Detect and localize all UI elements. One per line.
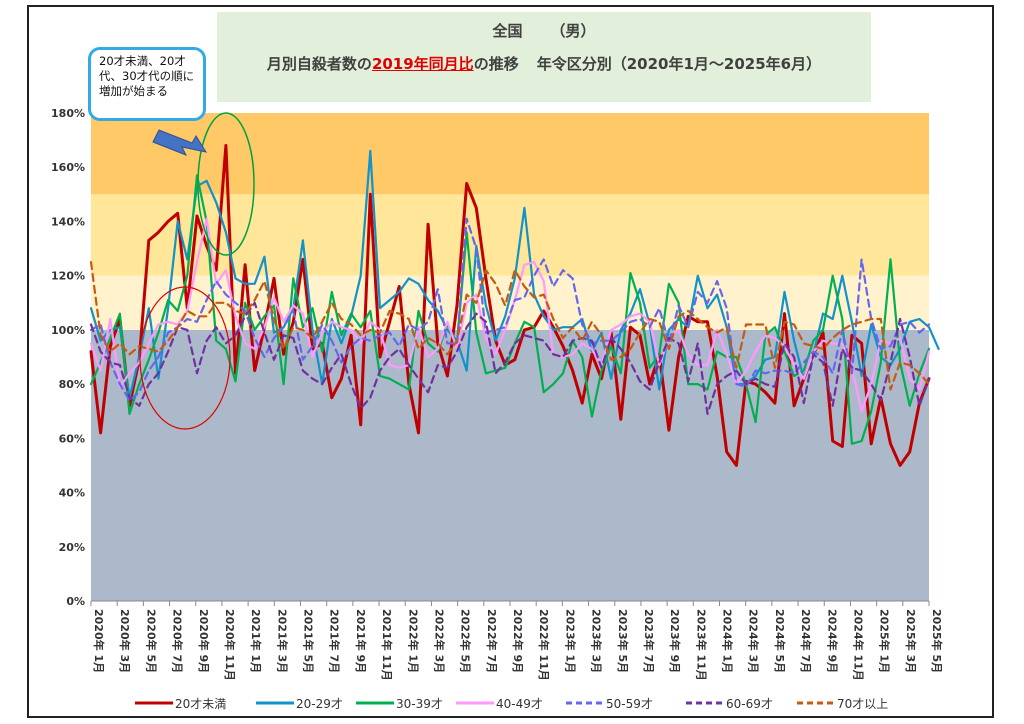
x-tick-label: 2021年 11月: [380, 609, 394, 681]
y-tick-label: 0%: [66, 595, 85, 608]
x-tick-label: 2021年 5月: [302, 609, 316, 673]
series-line-1: [89, 149, 940, 399]
x-tick-label: 2021年 3月: [275, 609, 289, 673]
series-lines: [89, 144, 940, 467]
series-line-6: [89, 261, 931, 391]
legend-label: 50-59才: [606, 697, 653, 711]
y-tick-label: 180%: [51, 107, 85, 120]
highlight-ellipse-green: [197, 112, 255, 256]
title-region: 全国: [492, 22, 523, 40]
y-tick-label: 40%: [59, 487, 85, 500]
x-tick-label: 2023年 5月: [616, 609, 630, 673]
x-tick-label: 2025年 3月: [904, 609, 918, 673]
y-tick-label: 120%: [51, 270, 85, 283]
x-tick-label: 2022年 9月: [511, 609, 525, 673]
legend: 20才未満 20-29才 30-39才 40-49才 50-59才 60-69才 70才以上: [135, 697, 888, 711]
overlay: [139, 112, 255, 430]
annotation-callout: 20才未満、20才代、30才代の順に増加が始まる: [88, 47, 206, 121]
arrow-icon: [152, 129, 208, 156]
x-tick-label: 2022年 1月: [406, 609, 420, 673]
x-tick-label: 2022年 7月: [485, 609, 499, 673]
series-line-4: [89, 217, 931, 402]
highlight-ellipse-red: [139, 286, 231, 430]
x-tick-label: 2022年 3月: [432, 609, 446, 673]
title-gender: （男）: [550, 22, 596, 40]
x-tick-label: 2022年 11月: [537, 609, 551, 681]
x-tick-label: 2024年 7月: [799, 609, 813, 673]
band-3: [91, 113, 929, 195]
legend-label: 20-29才: [296, 697, 343, 711]
legend-label: 70才以上: [837, 697, 888, 711]
background-bands: [91, 113, 929, 601]
title-highlight: 2019年同月比: [371, 55, 474, 73]
x-tick-label: 2023年 11月: [694, 609, 708, 681]
band-0: [91, 329, 929, 601]
x-tick-label: 2024年 3月: [747, 609, 761, 673]
x-tick-label: 2022年 5月: [459, 609, 473, 673]
legend-label: 30-39才: [396, 697, 443, 711]
x-tick-label: 2021年 7月: [328, 609, 342, 673]
x-tick-label: 2020年 9月: [197, 609, 211, 673]
x-tick-label: 2024年 1月: [721, 609, 735, 673]
x-tick-label: 2024年 5月: [773, 609, 787, 673]
title-middle: の推移: [473, 55, 519, 73]
x-tick-label: 2023年 7月: [642, 609, 656, 673]
x-tick-label: 2020年 7月: [171, 609, 185, 673]
legend-label: 40-49才: [496, 697, 543, 711]
x-tick-label: 2025年 1月: [878, 609, 892, 673]
y-tick-label: 60%: [59, 432, 85, 445]
x-tick-label: 2023年 3月: [590, 609, 604, 673]
title-suffix: 年令区分別（2020年1月～2025年6月）: [536, 55, 822, 73]
y-tick-label: 140%: [51, 215, 85, 228]
x-tick-label: 2025年 5月: [930, 609, 944, 673]
series-line-5: [89, 301, 931, 415]
legend-label: 60-69才: [726, 697, 773, 711]
axis: 0% 20% 40% 60% 80% 100% 120% 140% 160% 180% 2020年 …: [51, 107, 944, 681]
x-tick-label: 2021年 9月: [354, 609, 368, 673]
y-tick-label: 160%: [51, 161, 85, 174]
annotation-text: 20才未満、20才代、30才代の順に増加が始まる: [99, 54, 195, 98]
series-line-2: [89, 174, 931, 445]
title-line2: 月別自殺者数の2019年同月比の推移 年令区分別（2020年1月～2025年6月）: [217, 53, 871, 74]
x-tick-label: 2024年 9月: [825, 609, 839, 673]
x-tick-label: 2020年 3月: [118, 609, 132, 673]
x-tick-label: 2024年 11月: [851, 609, 865, 681]
x-tick-label: 2020年 11月: [223, 609, 237, 681]
y-tick-label: 80%: [59, 378, 85, 391]
x-tick-label: 2020年 5月: [144, 609, 158, 673]
x-tick-label: 2023年 1月: [563, 609, 577, 673]
x-tick-label: 2023年 9月: [668, 609, 682, 673]
y-tick-label: 20%: [59, 541, 85, 554]
x-tick-label: 2021年 1月: [249, 609, 263, 673]
legend-label: 20才未満: [175, 697, 226, 711]
series-line-3: [89, 217, 931, 413]
x-tick-label: 2020年 1月: [92, 609, 106, 673]
y-tick-label: 100%: [51, 324, 85, 337]
title-prefix: 月別自殺者数の: [266, 55, 372, 73]
title-line1: 全国 （男）: [217, 20, 871, 41]
title-box: 全国 （男） 月別自殺者数の2019年同月比の推移 年令区分別（2020年1月～20…: [217, 12, 871, 102]
